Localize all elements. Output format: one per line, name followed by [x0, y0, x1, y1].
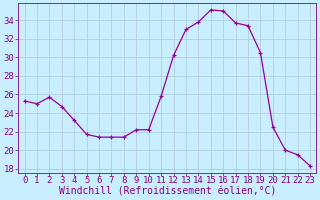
X-axis label: Windchill (Refroidissement éolien,°C): Windchill (Refroidissement éolien,°C)	[59, 187, 276, 197]
